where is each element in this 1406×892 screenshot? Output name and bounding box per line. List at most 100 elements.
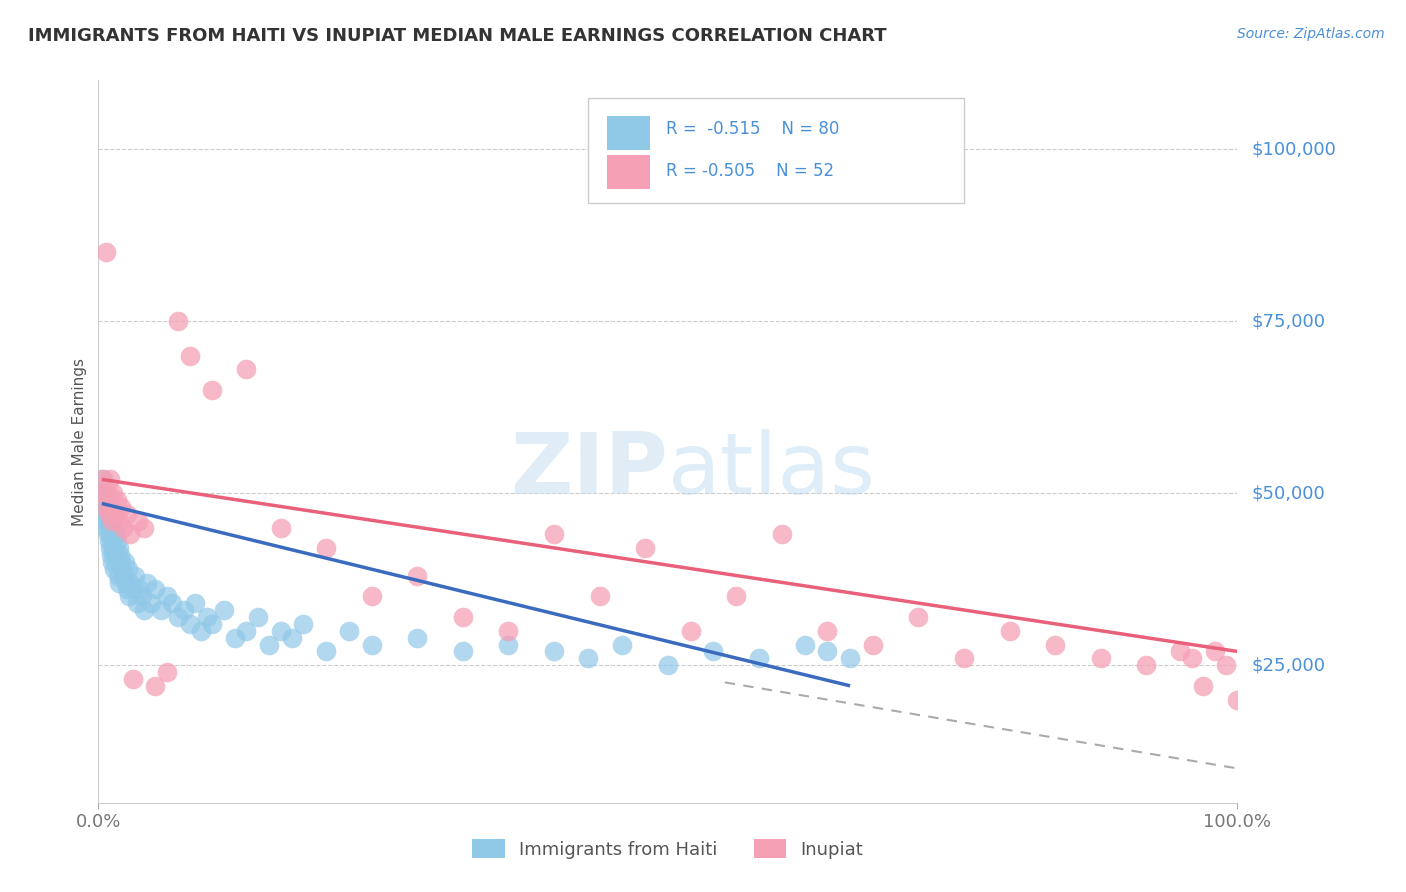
Point <box>998 624 1021 638</box>
Point <box>97 507 120 521</box>
Point <box>103 541 125 556</box>
Point <box>657 658 679 673</box>
Point <box>117 562 139 576</box>
Text: R =  -0.515    N = 80: R = -0.515 N = 80 <box>665 120 839 138</box>
Text: $50,000: $50,000 <box>1251 484 1324 502</box>
Point <box>543 527 565 541</box>
Point <box>103 520 125 534</box>
Point <box>281 631 304 645</box>
Text: atlas: atlas <box>668 429 876 512</box>
Point <box>246 610 269 624</box>
Point <box>862 638 884 652</box>
Point <box>1181 651 1204 665</box>
Point <box>90 500 112 514</box>
Point <box>212 603 235 617</box>
Text: IMMIGRANTS FROM HAITI VS INUPIAT MEDIAN MALE EARNINGS CORRELATION CHART: IMMIGRANTS FROM HAITI VS INUPIAT MEDIAN … <box>28 27 887 45</box>
Point <box>406 568 429 582</box>
FancyBboxPatch shape <box>607 116 650 150</box>
Point <box>96 486 118 500</box>
Point <box>105 555 128 569</box>
Point <box>235 624 257 638</box>
Point <box>111 562 134 576</box>
Point <box>115 507 138 521</box>
Point <box>451 610 474 624</box>
Text: $100,000: $100,000 <box>1251 140 1336 158</box>
Point <box>793 638 815 652</box>
Y-axis label: Median Male Earnings: Median Male Earnings <box>72 358 87 525</box>
Point <box>179 349 201 363</box>
Point <box>337 624 360 638</box>
Point <box>634 541 657 556</box>
Point <box>128 582 150 597</box>
FancyBboxPatch shape <box>588 98 965 203</box>
Point <box>127 596 149 610</box>
Point <box>104 548 127 562</box>
Point <box>100 548 122 562</box>
Point <box>1215 658 1237 673</box>
Point <box>360 638 382 652</box>
Point <box>103 486 125 500</box>
Point <box>98 472 121 486</box>
Point <box>96 527 118 541</box>
Point <box>162 596 184 610</box>
Point <box>105 534 128 549</box>
Point <box>93 486 115 500</box>
Point <box>136 575 159 590</box>
Point <box>127 514 149 528</box>
Point <box>139 596 162 610</box>
Point <box>114 575 136 590</box>
Point <box>498 638 520 652</box>
Point <box>120 527 142 541</box>
Point <box>1204 644 1226 658</box>
Point <box>224 631 246 645</box>
Point <box>94 500 117 514</box>
Point <box>576 651 599 665</box>
Point <box>96 500 118 514</box>
Point <box>90 472 112 486</box>
Point <box>679 624 702 638</box>
Point <box>121 582 143 597</box>
Text: ZIP: ZIP <box>510 429 668 512</box>
Point <box>907 610 929 624</box>
Point <box>114 555 136 569</box>
Point <box>748 651 770 665</box>
Point <box>543 644 565 658</box>
Point <box>588 590 610 604</box>
Point <box>270 624 292 638</box>
Point <box>112 520 135 534</box>
Point <box>406 631 429 645</box>
Point <box>100 500 122 514</box>
Point <box>179 616 201 631</box>
Point <box>93 486 115 500</box>
Point <box>118 590 141 604</box>
Point <box>156 665 179 679</box>
Point <box>150 603 173 617</box>
Point <box>132 520 155 534</box>
Point <box>97 514 120 528</box>
Text: $75,000: $75,000 <box>1251 312 1326 330</box>
Point <box>103 562 125 576</box>
Point <box>120 575 142 590</box>
Point <box>107 568 129 582</box>
Point <box>270 520 292 534</box>
Point <box>167 314 190 328</box>
Point <box>94 514 117 528</box>
Point <box>201 383 224 397</box>
Point <box>100 527 122 541</box>
Point <box>1043 638 1066 652</box>
Text: Source: ZipAtlas.com: Source: ZipAtlas.com <box>1237 27 1385 41</box>
Point <box>121 672 143 686</box>
Point <box>292 616 315 631</box>
Point <box>190 624 212 638</box>
Point <box>105 493 128 508</box>
Point <box>315 541 337 556</box>
Point <box>770 527 793 541</box>
Point <box>839 651 862 665</box>
Point <box>110 500 132 514</box>
Point <box>1192 679 1215 693</box>
Point <box>360 590 382 604</box>
Point <box>93 507 115 521</box>
Point <box>110 555 132 569</box>
Point <box>98 520 121 534</box>
Legend: Immigrants from Haiti, Inupiat: Immigrants from Haiti, Inupiat <box>465 832 870 866</box>
